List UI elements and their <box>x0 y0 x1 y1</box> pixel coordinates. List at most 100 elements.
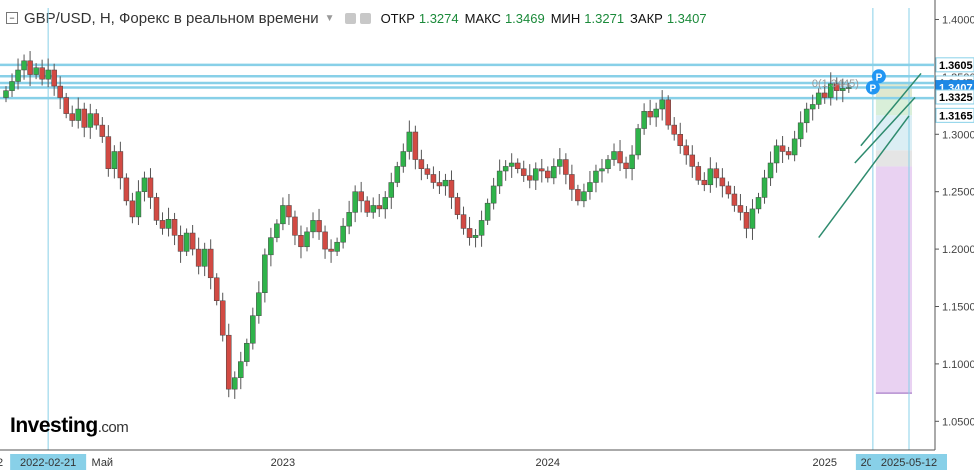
candle-body <box>304 231 310 248</box>
symbol-title[interactable]: GBP/USD, H, Форекс в реальном времени <box>24 9 319 27</box>
candle-body <box>424 168 431 175</box>
candle-body <box>69 113 75 121</box>
price-label: 1.3605 <box>939 60 973 72</box>
pivot-marker <box>871 69 886 84</box>
candle-body <box>593 170 599 183</box>
candle-body <box>797 122 804 140</box>
trend-line <box>860 72 922 147</box>
settings-icon[interactable] <box>344 12 356 24</box>
candle-body <box>719 177 726 187</box>
candle-body <box>840 88 846 91</box>
close-value: 1.3407 <box>666 10 707 26</box>
candle-body <box>219 300 226 336</box>
candle-body <box>629 154 635 169</box>
candle-body <box>520 168 527 176</box>
candle-body <box>671 124 677 135</box>
x-tick-label: 2023 <box>271 457 295 469</box>
x-tick-label: Май <box>92 457 114 469</box>
candle-body <box>605 159 611 169</box>
low-label: МИН <box>550 10 581 26</box>
candle-body <box>731 193 738 206</box>
candle-body <box>484 202 491 221</box>
candle-body <box>647 111 653 118</box>
candle-body <box>189 232 196 250</box>
candle-body <box>478 220 485 236</box>
y-tick-label: 1.0500 <box>942 416 974 428</box>
pivot-marker-label: P <box>876 72 883 83</box>
candle-body <box>123 177 130 202</box>
trend-line <box>854 97 916 164</box>
fib-level-label: 0(1.3445) <box>812 78 859 90</box>
candle-body <box>201 248 208 267</box>
investing-logo: Investing.com <box>10 414 129 438</box>
candle-body <box>472 235 479 238</box>
candle-body <box>382 197 389 210</box>
trend-line <box>818 115 910 239</box>
candle-body <box>514 162 521 169</box>
candle-body <box>809 104 816 110</box>
y-tick-label: 1.2500 <box>942 187 974 199</box>
candle-body <box>213 277 220 302</box>
candle-body <box>274 223 280 238</box>
candle-body <box>400 151 407 167</box>
candle-body <box>821 92 828 98</box>
open-label: ОТКР <box>380 10 415 26</box>
candle-body <box>430 174 437 183</box>
candle-body <box>87 113 94 128</box>
candle-body <box>51 69 57 87</box>
fib-band <box>875 150 913 167</box>
candle-body <box>244 342 250 362</box>
candle-body <box>262 254 268 293</box>
candle-body <box>280 205 286 225</box>
candle-body <box>418 159 425 169</box>
candle-body <box>250 315 256 344</box>
candle-body <box>81 108 88 128</box>
candle-body <box>165 218 172 229</box>
open-value: 1.3274 <box>418 10 459 26</box>
candle-body <box>39 67 45 80</box>
candle-body <box>286 205 292 218</box>
candle-body <box>466 228 473 238</box>
candle-body <box>581 191 587 202</box>
candle-body <box>539 168 545 172</box>
collapse-icon[interactable]: − <box>6 12 18 24</box>
candle-body <box>815 92 822 105</box>
y-tick-label: 1.3000 <box>942 129 974 141</box>
chart-header: − GBP/USD, H, Форекс в реальном времени … <box>0 0 936 36</box>
y-tick-label: 1.4000 <box>942 14 974 26</box>
candle-body <box>75 108 81 121</box>
chevron-down-icon[interactable]: ▼ <box>324 12 335 24</box>
low-value: 1.3271 <box>584 10 625 26</box>
candle-body <box>63 97 69 114</box>
candle-body <box>177 235 184 252</box>
x-tick-label: 2025-05-12 <box>881 457 937 469</box>
candle-body <box>394 166 401 183</box>
candle-body <box>803 108 810 124</box>
candle-body <box>575 189 581 202</box>
candle-body <box>376 205 382 210</box>
candle-body <box>496 170 503 187</box>
candle-body <box>569 174 575 190</box>
price-label-box <box>935 107 974 123</box>
candle-body <box>526 175 533 181</box>
candle-body <box>490 185 497 204</box>
candle-body <box>623 162 629 169</box>
candle-body <box>502 166 509 172</box>
candle-body <box>3 90 9 98</box>
candle-body <box>587 182 593 192</box>
candle-body <box>370 205 376 213</box>
candle-body <box>358 191 364 202</box>
candle-body <box>298 235 304 248</box>
candle-body <box>171 218 178 236</box>
candle-body <box>563 159 569 175</box>
candle-body <box>846 87 852 89</box>
candle-body <box>225 334 232 390</box>
candle-body <box>460 214 467 229</box>
candle-body <box>129 200 136 218</box>
candle-body <box>27 60 33 75</box>
candle-body <box>183 232 190 252</box>
gear-icon[interactable] <box>359 12 371 24</box>
candle-body <box>322 231 328 250</box>
